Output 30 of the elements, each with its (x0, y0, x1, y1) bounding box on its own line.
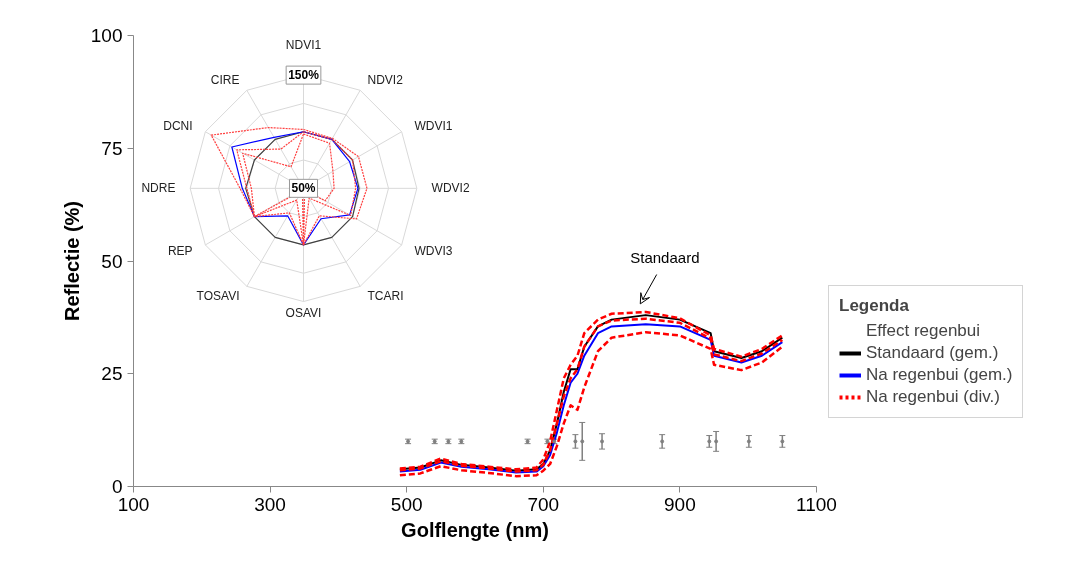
y-tick-label: 100 (90, 25, 123, 46)
spoke-label: DCNI (163, 119, 193, 134)
spoke-label: NDVI1 (285, 37, 322, 52)
x-tick-label: 1100 (796, 493, 837, 515)
spoke-label: WDVI1 (414, 119, 453, 134)
spoke-label: CIRE (210, 73, 240, 88)
x-tick-label: 900 (664, 493, 696, 515)
y-axis-title: Reflectie (%) (60, 200, 83, 322)
legend-title: Legenda Effect regenbui (839, 296, 982, 341)
legend-label: Na regenbui (gem.) (866, 365, 1013, 385)
annotation: Standaard (630, 248, 700, 266)
x-tick-label: 300 (254, 493, 286, 515)
y-tick-label: 50% (291, 181, 316, 196)
spoke-label: TCARI (367, 289, 404, 304)
spoke-label: TOSAVI (196, 289, 240, 304)
y-tick-label: 150% (288, 68, 320, 83)
legend-label: Na regenbui (div.) (866, 387, 1000, 407)
spoke-label: NDVI2 (367, 73, 404, 88)
x-tick-label: 500 (390, 493, 423, 515)
x-tick-label: 700 (527, 493, 560, 515)
x-axis-title: Golflengte (nm) (401, 518, 549, 541)
y-tick-label: 25 (101, 363, 123, 385)
y-tick-label: 50 (101, 250, 123, 272)
spoke-label: OSAVI (285, 305, 322, 320)
y-tick-label: 75 (101, 137, 123, 159)
spoke-label: REP (167, 243, 193, 258)
spoke-label: WDVI2 (431, 181, 470, 196)
spoke-label: NDRE (141, 181, 176, 196)
legend-label: Standaard (gem.) (866, 343, 999, 363)
spoke-label: WDVI3 (414, 243, 453, 258)
